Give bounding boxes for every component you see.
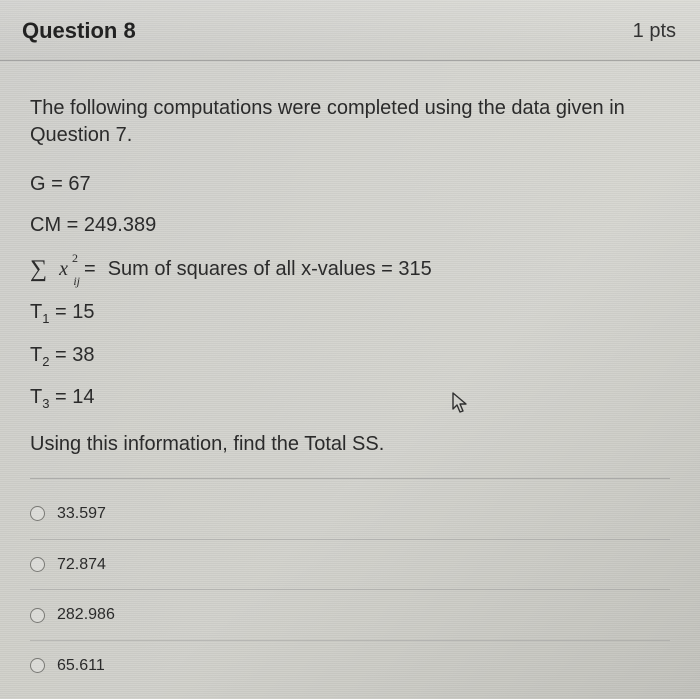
question-prompt: Using this information, find the Total S… bbox=[30, 431, 670, 458]
line-cm: CM = 249.389 bbox=[30, 212, 670, 239]
t1-t: T bbox=[30, 301, 42, 323]
t3-rest: = 14 bbox=[49, 386, 94, 408]
sigma-symbol: ∑ bbox=[30, 253, 47, 285]
x-ij-squared: x 2 ij bbox=[59, 256, 68, 283]
question-points: 1 pts bbox=[633, 20, 676, 43]
sumsq-text: Sum of squares of all x-values = 315 bbox=[108, 256, 432, 283]
line-t3: T3 = 14 bbox=[30, 384, 670, 413]
t2-t: T bbox=[30, 344, 42, 366]
x-sup: 2 bbox=[72, 250, 78, 266]
option-row[interactable]: 65.611 bbox=[30, 641, 670, 691]
option-label: 72.874 bbox=[57, 554, 106, 576]
t1-rest: = 15 bbox=[49, 301, 94, 323]
line-t1: T1 = 15 bbox=[30, 299, 670, 328]
x-sub: ij bbox=[73, 273, 80, 289]
option-label: 282.986 bbox=[57, 604, 115, 626]
quiz-screen: Question 8 1 pts The following computati… bbox=[0, 0, 700, 699]
t2-rest: = 38 bbox=[49, 344, 94, 366]
radio-icon[interactable] bbox=[30, 608, 45, 623]
question-header: Question 8 1 pts bbox=[0, 0, 700, 61]
option-row[interactable]: 282.986 bbox=[30, 590, 670, 641]
x-base: x bbox=[59, 258, 68, 280]
line-sumsq: ∑ x 2 ij = Sum of squares of all x-value… bbox=[30, 253, 670, 285]
radio-icon[interactable] bbox=[30, 658, 45, 673]
question-intro: The following computations were complete… bbox=[30, 95, 650, 149]
radio-icon[interactable] bbox=[30, 506, 45, 521]
radio-icon[interactable] bbox=[30, 557, 45, 572]
question-title: Question 8 bbox=[22, 18, 136, 44]
equals-1: = bbox=[84, 256, 96, 283]
answer-options: 33.597 72.874 282.986 65.611 bbox=[30, 479, 670, 690]
line-g: G = 67 bbox=[30, 171, 670, 198]
option-label: 33.597 bbox=[57, 503, 106, 525]
option-row[interactable]: 72.874 bbox=[30, 540, 670, 591]
question-body: The following computations were complete… bbox=[0, 61, 700, 690]
line-t2: T2 = 38 bbox=[30, 342, 670, 371]
t3-t: T bbox=[30, 386, 42, 408]
option-label: 65.611 bbox=[57, 655, 105, 677]
option-row[interactable]: 33.597 bbox=[30, 489, 670, 540]
